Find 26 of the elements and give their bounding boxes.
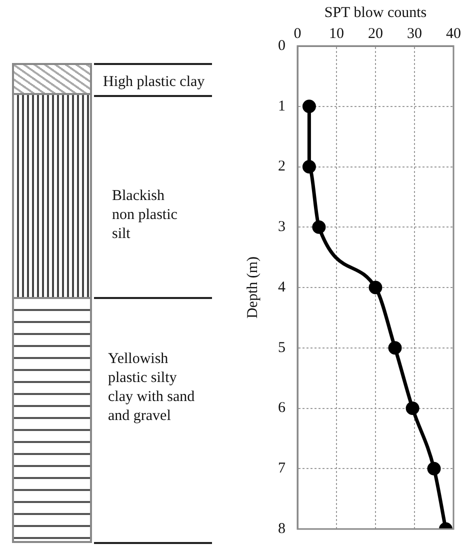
y-tick-label: 5 [278,340,286,356]
point [388,341,402,355]
point [406,402,420,415]
y-tick-label: 3 [278,219,286,236]
x-tick-label: 10 [329,26,344,42]
y-tick-label: 4 [278,279,286,296]
y-tick-label: 1 [278,98,286,114]
text: Blackish non plastic silt [112,187,178,244]
x-tick-label: 20 [368,26,383,42]
point [427,462,441,476]
y-tick-label: 0 [278,38,286,54]
y-tick-label: 7 [278,460,286,477]
y-axis-title: Depth (m) [244,256,261,319]
x-tick-label: 30 [407,26,422,42]
point [302,160,316,174]
point [368,280,382,294]
x-tick-label: 40 [446,26,461,42]
x-axis-title: SPT blow counts [324,4,427,21]
text: High plastic clay [103,73,206,92]
y-tick-label: 2 [278,158,286,175]
x-tick-label: 0 [294,26,302,42]
y-tick-label: 6 [278,400,286,416]
text: Yellowish plastic silty clay with sand and gravel [108,350,196,426]
point [302,100,316,114]
point [312,220,326,234]
y-tick-label: 8 [278,520,286,537]
